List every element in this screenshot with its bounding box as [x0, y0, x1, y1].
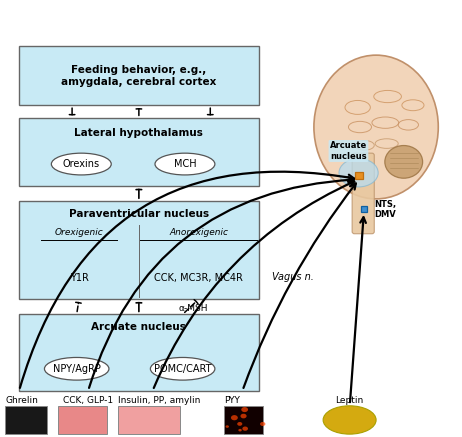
Text: Ghrelin: Ghrelin — [5, 396, 38, 405]
Text: CCK, MC3R, MC4R: CCK, MC3R, MC4R — [154, 273, 243, 283]
Text: MCH: MCH — [174, 159, 196, 169]
Ellipse shape — [314, 55, 438, 199]
Ellipse shape — [237, 411, 240, 413]
Text: POMC/CART: POMC/CART — [154, 364, 212, 374]
FancyBboxPatch shape — [361, 206, 367, 212]
Ellipse shape — [251, 410, 258, 415]
Ellipse shape — [228, 418, 232, 421]
Text: Anorexigenic: Anorexigenic — [169, 228, 228, 237]
Ellipse shape — [323, 406, 376, 434]
Ellipse shape — [224, 407, 230, 412]
Text: Lateral hypothalamus: Lateral hypothalamus — [74, 128, 203, 138]
FancyBboxPatch shape — [352, 153, 374, 234]
FancyBboxPatch shape — [58, 406, 107, 434]
Ellipse shape — [260, 432, 264, 435]
FancyBboxPatch shape — [5, 406, 47, 434]
Ellipse shape — [339, 159, 378, 187]
Ellipse shape — [242, 413, 245, 415]
Ellipse shape — [51, 153, 111, 175]
Text: Arcuate
nucleus: Arcuate nucleus — [330, 141, 367, 161]
Text: Vagus n.: Vagus n. — [272, 272, 314, 282]
Text: Feeding behavior, e.g.,
amygdala, cerebral cortex: Feeding behavior, e.g., amygdala, cerebr… — [61, 65, 217, 87]
Text: Orexigenic: Orexigenic — [55, 228, 103, 237]
Ellipse shape — [155, 153, 215, 175]
FancyBboxPatch shape — [19, 201, 259, 299]
FancyBboxPatch shape — [19, 314, 259, 391]
Text: α-MSH: α-MSH — [178, 304, 207, 313]
Text: Arcuate nucleus: Arcuate nucleus — [91, 322, 186, 332]
FancyBboxPatch shape — [224, 406, 263, 434]
Text: PYY: PYY — [224, 396, 240, 405]
Text: NTS,
DMV: NTS, DMV — [374, 200, 396, 219]
Text: Y1R: Y1R — [70, 273, 88, 283]
FancyBboxPatch shape — [19, 118, 259, 186]
Text: Paraventricular nucleus: Paraventricular nucleus — [69, 209, 209, 219]
Ellipse shape — [256, 421, 260, 423]
Ellipse shape — [44, 357, 109, 380]
FancyBboxPatch shape — [355, 172, 363, 179]
Text: Orexins: Orexins — [63, 159, 100, 169]
Ellipse shape — [249, 409, 254, 413]
Ellipse shape — [151, 357, 215, 380]
Ellipse shape — [385, 146, 423, 178]
Text: CCK, GLP-1: CCK, GLP-1 — [63, 396, 113, 405]
Text: Leptin: Leptin — [334, 396, 363, 405]
FancyBboxPatch shape — [19, 46, 259, 105]
Text: Insulin, PP, amylin: Insulin, PP, amylin — [118, 396, 201, 405]
FancyBboxPatch shape — [118, 406, 180, 434]
Text: NPY/AgRP: NPY/AgRP — [53, 364, 101, 374]
